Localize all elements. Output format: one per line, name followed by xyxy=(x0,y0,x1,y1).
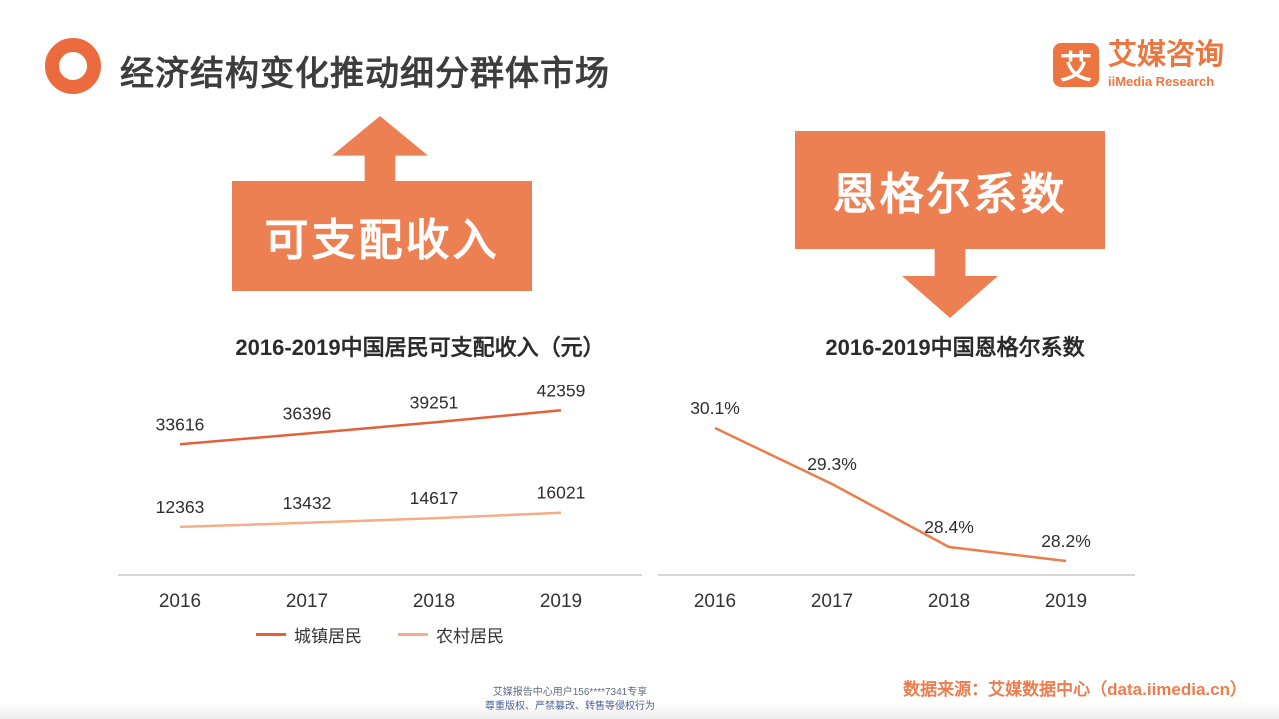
value-label: 30.1% xyxy=(690,398,740,418)
x-tick-label: 2016 xyxy=(694,591,736,612)
callout-engel-coefficient: 恩格尔系数 xyxy=(795,131,1105,249)
legend-swatch-icon xyxy=(398,633,428,636)
value-label: 28.4% xyxy=(924,517,974,537)
watermark-line-2: 尊重版权、严禁篡改、转售等侵权行为 xyxy=(485,700,655,712)
brand-subname: iiMedia Research xyxy=(1108,73,1215,89)
iimedia-logo-icon: 艾 xyxy=(1053,42,1099,87)
series-line xyxy=(714,426,1067,563)
page-title: 经济结构变化推动细分群体市场 xyxy=(120,55,610,93)
value-label: 42359 xyxy=(537,385,586,400)
value-label: 28.2% xyxy=(1041,531,1091,551)
callout-disposable-income: 可支配收入 xyxy=(232,181,532,291)
x-tick-label: 2016 xyxy=(159,591,201,612)
value-label: 39251 xyxy=(410,392,459,412)
arrow-up-icon xyxy=(332,116,428,182)
legend-item: 农村居民 xyxy=(398,622,504,647)
brand-text: 艾媒咨询 iiMedia Research xyxy=(1108,39,1225,89)
x-tick-label: 2019 xyxy=(540,591,582,612)
value-label: 12363 xyxy=(156,497,205,517)
legend-item: 城镇居民 xyxy=(256,622,362,647)
value-label: 14617 xyxy=(410,488,459,508)
series-line xyxy=(179,511,562,529)
value-label: 36396 xyxy=(283,404,332,424)
value-label: 13432 xyxy=(283,493,332,513)
chart-title-engel: 2016-2019中国恩格尔系数 xyxy=(825,335,1085,360)
x-tick-label: 2018 xyxy=(413,591,455,612)
x-tick-label: 2019 xyxy=(1045,591,1087,612)
engel-line-chart: 2016 2017 2018 2019 30.1% 29.3% 28.4% 28.2% xyxy=(658,398,1135,612)
data-source-text: 数据来源：艾媒数据中心（data.iimedia.cn） xyxy=(903,680,1247,699)
x-tick-label: 2017 xyxy=(811,591,853,612)
title-bullet-icon xyxy=(45,38,101,94)
value-label: 33616 xyxy=(156,414,205,434)
watermark: 艾媒报告中心用户156****7341专享 尊重版权、严禁篡改、转售等侵权行为 xyxy=(430,686,710,713)
brand-logo: 艾 艾媒咨询 iiMedia Research xyxy=(1053,39,1225,89)
series-line xyxy=(179,409,562,446)
legend-swatch-icon xyxy=(256,633,286,636)
value-label: 29.3% xyxy=(807,454,857,474)
value-label: 16021 xyxy=(537,483,586,503)
arrow-down-icon xyxy=(902,248,998,318)
legend-label: 农村居民 xyxy=(436,627,504,646)
brand-name: 艾媒咨询 xyxy=(1108,39,1225,71)
watermark-line-1: 艾媒报告中心用户156****7341专享 xyxy=(492,687,648,698)
x-tick-label: 2018 xyxy=(928,591,970,612)
chart-title-income: 2016-2019中国居民可支配收入（元） xyxy=(235,335,605,360)
x-tick-label: 2017 xyxy=(286,591,328,612)
income-chart-legend: 城镇居民 农村居民 xyxy=(180,622,580,647)
income-line-chart: 2016 2017 2018 2019 33616 36396 39251 42359 1236… xyxy=(118,385,642,612)
legend-label: 城镇居民 xyxy=(294,627,362,646)
